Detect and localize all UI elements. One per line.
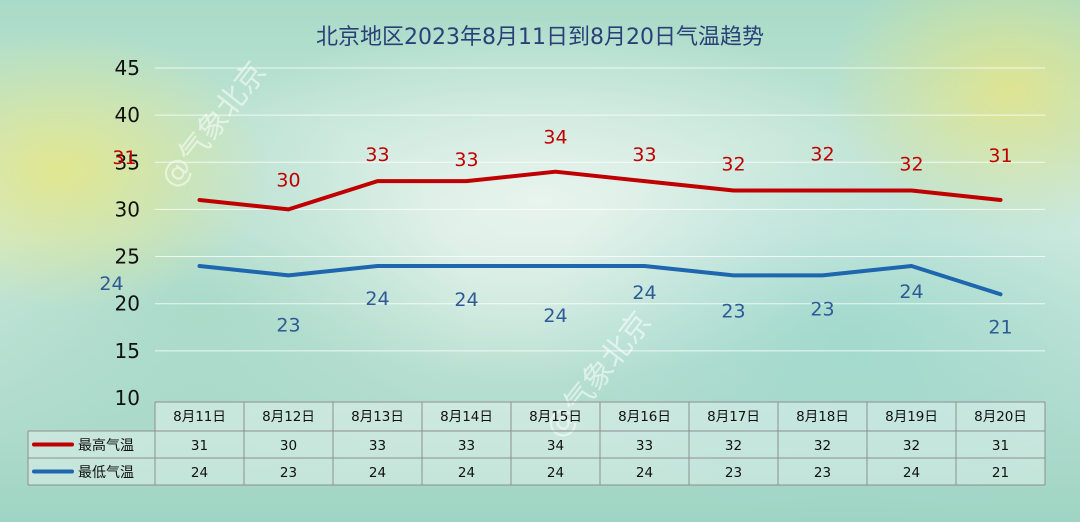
data-label-1-2: 24: [365, 288, 389, 310]
data-label-0-1: 30: [276, 169, 300, 191]
data-label-1-9: 21: [988, 316, 1012, 338]
data-label-1-5: 24: [632, 282, 656, 304]
data-label-0-5: 33: [632, 144, 656, 166]
y-tick-label-15: 15: [115, 339, 140, 363]
y-tick-label-30: 30: [115, 197, 140, 221]
x-category-label-9: 8月20日: [974, 409, 1027, 425]
data-label-1-0: 24: [99, 273, 123, 295]
y-tick-label-25: 25: [115, 245, 140, 269]
table-cell-0-9: 31: [992, 438, 1009, 454]
x-category-label-1: 8月12日: [262, 409, 315, 425]
legend-label-1: 最低气温: [78, 465, 134, 481]
table-cell-0-8: 32: [903, 438, 920, 454]
data-label-1-8: 24: [899, 281, 923, 303]
x-category-label-8: 8月19日: [885, 409, 938, 425]
legend-label-0: 最高气温: [78, 437, 134, 454]
x-category-label-7: 8月18日: [796, 409, 849, 425]
table-cell-0-6: 32: [725, 438, 742, 454]
table-cell-1-4: 24: [547, 465, 564, 481]
data-label-1-4: 24: [543, 305, 567, 327]
data-label-0-2: 33: [365, 144, 389, 166]
chart-title: 北京地区2023年8月11日到8月20日气温趋势: [316, 25, 764, 50]
x-category-label-5: 8月16日: [618, 409, 671, 425]
x-category-label-6: 8月17日: [707, 409, 760, 425]
y-tick-label-10: 10: [115, 386, 140, 410]
data-label-0-3: 33: [454, 149, 478, 171]
watermark-text-0: @气象北京: [154, 55, 274, 195]
series-line-0: [197, 169, 1003, 212]
table-cell-1-2: 24: [369, 465, 386, 481]
table-cell-0-1: 30: [280, 438, 297, 454]
table-cell-1-0: 24: [191, 465, 208, 481]
x-category-label-2: 8月13日: [351, 409, 404, 425]
table-cell-0-3: 33: [458, 438, 475, 454]
table-cell-1-6: 23: [725, 465, 742, 481]
y-tick-label-20: 20: [115, 292, 140, 316]
table-cell-1-3: 24: [458, 465, 475, 481]
data-label-1-1: 23: [276, 314, 300, 336]
table-cell-1-7: 23: [814, 465, 831, 481]
data-label-1-7: 23: [810, 298, 834, 320]
y-tick-label-45: 45: [115, 56, 140, 80]
table-cell-0-2: 33: [369, 438, 386, 454]
y-tick-label-40: 40: [115, 103, 140, 127]
table-cell-0-0: 31: [191, 438, 208, 454]
data-label-0-7: 32: [810, 144, 834, 166]
data-label-1-6: 23: [721, 300, 745, 322]
x-category-label-0: 8月11日: [173, 409, 226, 425]
table-cell-1-9: 21: [992, 465, 1009, 481]
table-cell-0-7: 32: [814, 438, 831, 454]
table-cell-1-8: 24: [903, 465, 920, 481]
x-category-label-4: 8月15日: [529, 409, 582, 425]
table-cell-1-5: 24: [636, 465, 653, 481]
data-label-0-9: 31: [988, 145, 1012, 167]
data-label-0-8: 32: [899, 154, 923, 176]
y-tick-label-35: 35: [115, 150, 140, 174]
x-category-label-3: 8月14日: [440, 409, 493, 425]
series-line-1: [197, 263, 1003, 297]
data-label-0-6: 32: [721, 154, 745, 176]
data-label-0-4: 34: [543, 127, 567, 149]
data-label-1-3: 24: [454, 289, 478, 311]
table-cell-0-5: 33: [636, 438, 653, 454]
table-cell-1-1: 23: [280, 465, 297, 481]
data-label-0-0: 31: [112, 147, 136, 169]
table-cell-0-4: 34: [547, 438, 564, 454]
